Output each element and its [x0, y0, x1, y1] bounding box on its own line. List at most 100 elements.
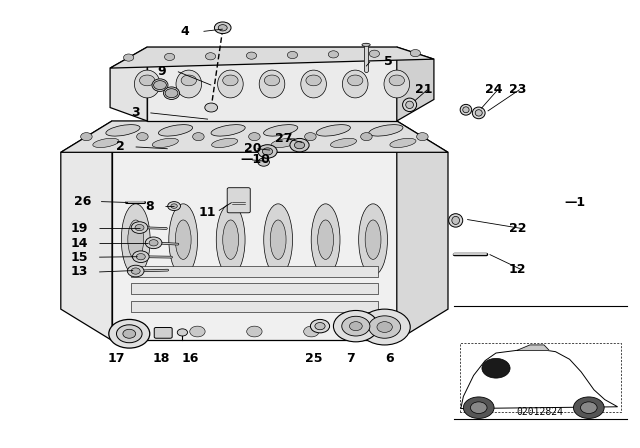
Ellipse shape [449, 214, 463, 227]
Text: 20: 20 [244, 142, 262, 155]
Text: 24: 24 [485, 83, 502, 96]
Text: 4: 4 [180, 25, 189, 38]
Circle shape [369, 316, 401, 338]
Circle shape [214, 22, 231, 34]
Ellipse shape [358, 204, 387, 276]
Ellipse shape [152, 79, 168, 91]
Ellipse shape [218, 70, 243, 98]
Circle shape [246, 326, 262, 337]
Ellipse shape [452, 216, 460, 224]
Circle shape [154, 81, 166, 90]
Ellipse shape [463, 107, 469, 113]
Polygon shape [397, 121, 448, 340]
FancyBboxPatch shape [154, 327, 172, 338]
Circle shape [124, 54, 134, 61]
Text: 22: 22 [509, 222, 526, 235]
Ellipse shape [216, 204, 245, 276]
Circle shape [218, 25, 227, 31]
Circle shape [361, 133, 372, 141]
Ellipse shape [369, 125, 403, 136]
Circle shape [165, 89, 178, 98]
Ellipse shape [406, 101, 413, 108]
Circle shape [410, 49, 420, 56]
Text: 9: 9 [158, 65, 166, 78]
Circle shape [348, 75, 363, 86]
Circle shape [333, 310, 378, 342]
Circle shape [482, 358, 510, 378]
Circle shape [248, 133, 260, 141]
Circle shape [262, 148, 273, 155]
Text: 16: 16 [182, 352, 200, 365]
Circle shape [205, 103, 218, 112]
Circle shape [389, 75, 404, 86]
Text: 18: 18 [152, 352, 170, 365]
Ellipse shape [223, 220, 239, 259]
Polygon shape [131, 301, 378, 312]
Circle shape [258, 158, 269, 166]
Polygon shape [131, 266, 378, 277]
Ellipse shape [317, 220, 333, 259]
Ellipse shape [134, 70, 160, 98]
Circle shape [116, 325, 142, 343]
Circle shape [264, 75, 280, 86]
Circle shape [306, 75, 321, 86]
Ellipse shape [460, 104, 472, 115]
Circle shape [193, 133, 204, 141]
Circle shape [164, 53, 175, 60]
Circle shape [137, 133, 148, 141]
Polygon shape [61, 121, 448, 152]
Polygon shape [110, 47, 147, 121]
Circle shape [310, 319, 330, 333]
Ellipse shape [106, 125, 140, 136]
Ellipse shape [264, 204, 292, 276]
Circle shape [127, 265, 144, 277]
Circle shape [145, 237, 162, 249]
Ellipse shape [403, 98, 417, 112]
Ellipse shape [259, 70, 285, 98]
Polygon shape [110, 47, 434, 68]
Ellipse shape [271, 138, 297, 147]
Text: 13: 13 [71, 265, 88, 279]
Ellipse shape [122, 204, 150, 276]
Text: 6: 6 [385, 352, 394, 365]
Text: 02012824: 02012824 [516, 407, 564, 417]
Circle shape [205, 53, 216, 60]
Text: 7: 7 [346, 352, 355, 365]
Circle shape [463, 397, 494, 418]
Circle shape [304, 326, 319, 337]
Text: 15: 15 [71, 250, 88, 264]
Circle shape [133, 326, 148, 337]
Circle shape [470, 402, 487, 414]
Ellipse shape [176, 70, 202, 98]
Ellipse shape [390, 138, 416, 147]
Circle shape [349, 322, 362, 331]
Text: 5: 5 [384, 55, 393, 69]
Circle shape [223, 75, 238, 86]
Ellipse shape [212, 138, 238, 147]
Circle shape [189, 326, 205, 337]
Circle shape [168, 202, 180, 211]
Ellipse shape [301, 70, 326, 98]
Ellipse shape [264, 125, 298, 136]
Text: 25: 25 [305, 352, 323, 365]
Ellipse shape [270, 220, 286, 259]
Ellipse shape [159, 125, 193, 136]
Polygon shape [461, 349, 618, 409]
Circle shape [315, 323, 325, 330]
Ellipse shape [169, 204, 198, 276]
Polygon shape [131, 284, 378, 294]
Circle shape [361, 326, 376, 337]
Circle shape [123, 329, 136, 338]
Circle shape [132, 251, 149, 263]
Circle shape [131, 268, 140, 274]
Ellipse shape [476, 110, 483, 116]
Text: 27: 27 [275, 132, 292, 146]
Ellipse shape [330, 138, 356, 147]
Ellipse shape [472, 107, 485, 119]
Circle shape [328, 51, 339, 58]
FancyBboxPatch shape [227, 188, 250, 213]
Polygon shape [147, 47, 397, 121]
Text: 8: 8 [145, 199, 154, 213]
Circle shape [417, 133, 428, 141]
Text: 11: 11 [198, 206, 216, 220]
